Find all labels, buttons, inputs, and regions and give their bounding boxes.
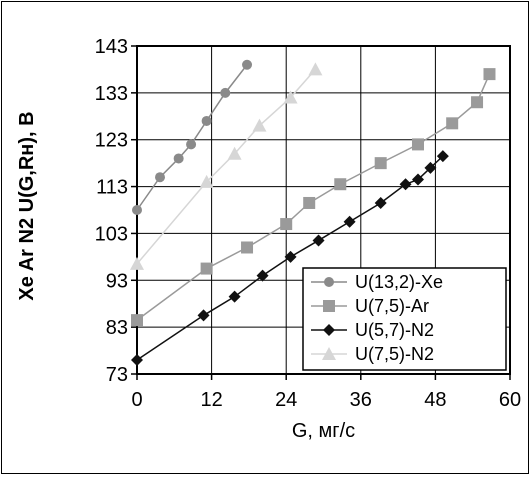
series-0: [132, 59, 253, 215]
data-point: [242, 59, 253, 70]
y-tick-label: 123: [95, 130, 128, 152]
legend-label: U(13,2)-Xe: [355, 272, 443, 292]
data-point: [252, 118, 267, 132]
legend-item: U(7,5)-N2: [311, 344, 434, 364]
y-axis-title: Xe Ar N2 U(G,Rн), В: [16, 111, 38, 300]
data-point: [446, 117, 459, 130]
y-axis-ticks: 73 83 93 103 113 123 133 143: [95, 36, 137, 386]
legend-box: [302, 267, 507, 371]
data-point: [220, 87, 231, 98]
data-point: [411, 138, 424, 151]
data-point: [201, 115, 212, 126]
data-point: [471, 96, 484, 109]
legend-label: U(5,7)-N2: [355, 320, 434, 340]
data-point: [228, 290, 241, 303]
data-point: [186, 139, 197, 150]
data-point: [374, 157, 387, 170]
data-point: [130, 256, 144, 270]
x-axis-ticks: 0 12 24 36 48 60: [131, 374, 521, 411]
series-1: [131, 68, 496, 327]
legend-marker: [322, 347, 336, 360]
data-point: [283, 90, 298, 104]
data-point: [280, 218, 293, 231]
x-axis-title: G, мг/с: [292, 420, 355, 442]
data-point: [374, 196, 387, 209]
data-point: [411, 173, 424, 186]
series-line: [136, 68, 316, 265]
data-point: [132, 205, 142, 215]
x-tick-label: 24: [275, 389, 297, 411]
data-point: [200, 262, 213, 275]
data-point: [131, 314, 143, 327]
data-point: [155, 172, 166, 183]
x-tick-label: 12: [200, 389, 222, 411]
data-point: [424, 161, 437, 174]
legend-marker: [324, 277, 334, 287]
data-point: [483, 68, 496, 81]
y-tick-label: 143: [95, 36, 128, 58]
legend-label: U(7,5)-Ar: [355, 296, 429, 316]
x-tick-label: 48: [424, 389, 446, 411]
data-point: [343, 215, 356, 228]
legend-marker: [323, 324, 335, 336]
data-point: [303, 196, 316, 209]
legend-item: U(13,2)-Xe: [311, 272, 443, 292]
x-tick-label: 0: [131, 389, 142, 411]
data-point: [256, 269, 269, 282]
legend-label: U(7,5)-N2: [355, 344, 434, 364]
data-point: [173, 153, 184, 164]
y-tick-label: 113: [96, 177, 128, 199]
y-tick-label: 133: [95, 83, 128, 105]
legend-marker: [323, 300, 335, 312]
legend: U(13,2)-Xe U(7,5)-Ar U(5,7)-N2 U(7,5)-N2: [302, 267, 507, 371]
y-tick-label: 93: [106, 270, 128, 292]
series-3: [130, 62, 323, 270]
y-tick-label: 83: [106, 317, 128, 339]
data-point: [241, 241, 254, 254]
series-2: [131, 150, 449, 366]
x-tick-label: 36: [350, 389, 372, 411]
y-tick-label: 73: [106, 364, 128, 386]
data-point: [436, 150, 449, 163]
data-point: [284, 250, 297, 263]
data-point: [197, 309, 210, 322]
data-point: [312, 234, 325, 247]
data-point: [227, 146, 242, 160]
data-point: [399, 178, 412, 191]
legend-item: U(7,5)-Ar: [311, 296, 429, 316]
data-point: [199, 174, 214, 188]
y-tick-label: 103: [95, 223, 128, 245]
legend-item: U(5,7)-N2: [311, 320, 434, 340]
series-line: [136, 64, 248, 211]
data-point: [308, 62, 323, 76]
data-point: [334, 178, 347, 191]
series-layer: [130, 59, 496, 366]
data-point: [131, 353, 143, 366]
x-tick-label: 60: [499, 389, 521, 411]
